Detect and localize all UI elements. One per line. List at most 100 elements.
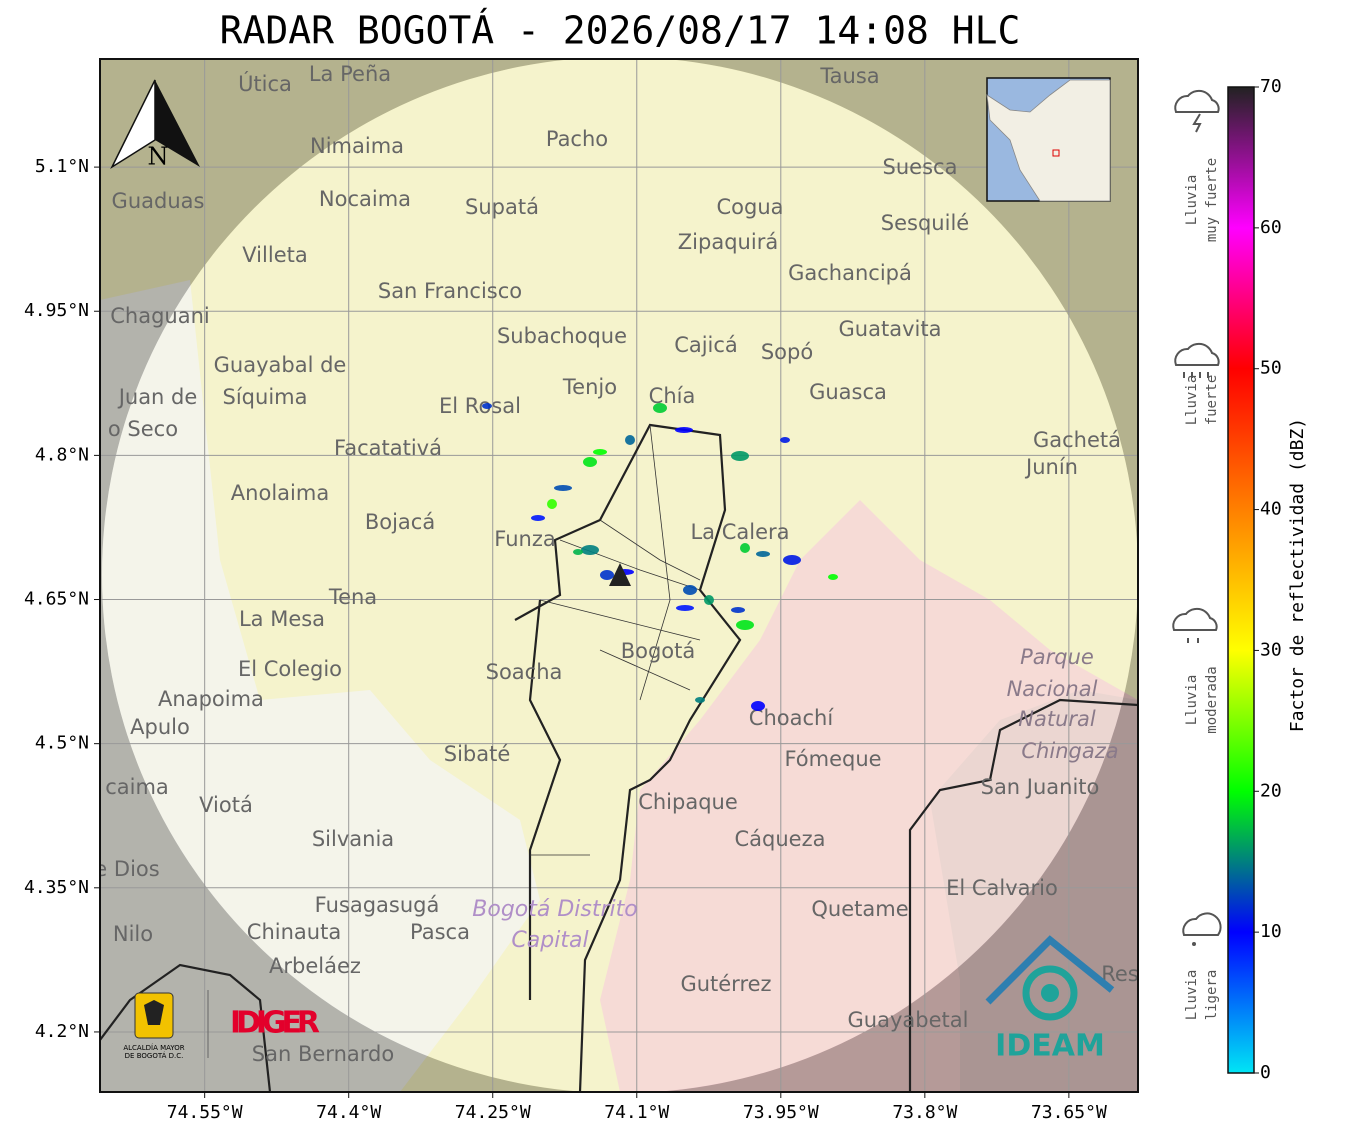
grid bbox=[100, 59, 1138, 1092]
place-label: Junín bbox=[1024, 455, 1078, 479]
rain-legend-text: Lluvia bbox=[1184, 375, 1200, 426]
rain-legend-text: Lluvia bbox=[1184, 970, 1200, 1021]
district-label: Capital bbox=[511, 928, 588, 953]
rain-legend-text: ligera bbox=[1204, 970, 1220, 1021]
place-label: Arbeláez bbox=[269, 954, 361, 978]
echo bbox=[780, 437, 790, 443]
echo bbox=[600, 570, 614, 580]
place-label: Cogua bbox=[716, 195, 783, 219]
x-tick-label: 73.8°W bbox=[892, 1102, 957, 1123]
y-tick-label: 4.2°N bbox=[35, 1021, 89, 1042]
place-label: Sopó bbox=[761, 340, 813, 364]
place-label: Viotá bbox=[199, 793, 253, 817]
echo bbox=[676, 605, 694, 611]
echo bbox=[482, 403, 492, 409]
icon-light-drop bbox=[1192, 942, 1196, 946]
place-label: Sesquilé bbox=[881, 211, 969, 235]
y-tick-label: 4.5°N bbox=[35, 733, 89, 754]
icon-light bbox=[1182, 912, 1222, 936]
place-label: Apulo bbox=[130, 715, 190, 739]
place-label: Tenjo bbox=[562, 375, 617, 399]
place-label: Fómeque bbox=[784, 747, 881, 771]
echo bbox=[736, 620, 754, 630]
place-label: Chinauta bbox=[247, 920, 341, 944]
title: RADAR BOGOTÁ - 2026/08/17 14:08 HLC bbox=[220, 9, 1021, 53]
place-label: Quetame bbox=[811, 897, 908, 921]
place-label: El Rosal bbox=[439, 394, 521, 418]
alcaldia-line2: DE BOGOTÁ D.C. bbox=[125, 1051, 184, 1060]
rain-legend-text: Lluvia bbox=[1184, 675, 1200, 726]
icon-heavy-drops bbox=[1183, 372, 1209, 378]
echo bbox=[531, 515, 545, 521]
place-label: Cáqueza bbox=[735, 827, 826, 851]
place-label: Subachoque bbox=[497, 324, 627, 348]
radar-echoes bbox=[482, 403, 838, 711]
ideam-roof bbox=[985, 935, 1115, 1005]
echo bbox=[731, 607, 745, 613]
rain-legend-text: muy fuerte bbox=[1204, 158, 1220, 242]
place-label: Guasca bbox=[809, 380, 887, 404]
place-label: La Peña bbox=[309, 62, 391, 86]
place-label: Juan de bbox=[117, 385, 198, 409]
colorbar-tick-label: 50 bbox=[1260, 358, 1282, 379]
place-label: Útica bbox=[238, 71, 292, 96]
place-label: Guayabetal bbox=[848, 1008, 969, 1032]
park-label: Natural bbox=[1018, 707, 1096, 731]
colorbar-tick-label: 60 bbox=[1260, 217, 1282, 238]
logo-ideam: IDEAM bbox=[985, 935, 1115, 1064]
place-label: Funza bbox=[494, 527, 555, 551]
place-label: Guatavita bbox=[839, 317, 942, 341]
echo bbox=[756, 551, 770, 557]
place-label: Sibaté bbox=[444, 742, 511, 766]
map-area: La Peña Útica Tausa Pacho Nimaima Guaduas Noca… bbox=[100, 59, 1138, 1092]
map-frame bbox=[99, 58, 1139, 1093]
ideam-logo: IDEAM bbox=[995, 1029, 1105, 1064]
compass-label: N bbox=[148, 143, 169, 171]
echo bbox=[740, 543, 750, 553]
x-tick-label: 73.95°W bbox=[743, 1102, 819, 1123]
echo bbox=[583, 457, 597, 467]
colorbar-tick-label: 10 bbox=[1260, 921, 1282, 942]
colorbar-tick-label: 70 bbox=[1260, 76, 1282, 97]
place-label: Bojacá bbox=[365, 510, 435, 534]
place-label: Tausa bbox=[819, 64, 879, 88]
place-label: Guaduas bbox=[112, 189, 205, 213]
place-label: Supatá bbox=[465, 195, 539, 219]
echo bbox=[554, 485, 572, 491]
echo bbox=[731, 451, 749, 461]
y-tick-label: 4.95°N bbox=[24, 300, 89, 321]
place-label: La Mesa bbox=[239, 607, 325, 631]
echo bbox=[547, 499, 557, 509]
place-label: El Calvario bbox=[946, 876, 1058, 900]
icon-moderate-drops bbox=[1187, 638, 1199, 643]
place-label: El Colegio bbox=[238, 657, 342, 681]
alcaldia-line1: ALCALDÍA MAYOR bbox=[123, 1043, 184, 1052]
place-label: Anolaima bbox=[231, 481, 329, 505]
rain-legend-text: fuerte bbox=[1204, 375, 1220, 426]
echo bbox=[653, 403, 667, 413]
park-label: Nacional bbox=[1007, 677, 1098, 701]
inset-land bbox=[986, 79, 1111, 202]
y-tick-label: 4.35°N bbox=[24, 877, 89, 898]
ideam-eye bbox=[1041, 984, 1059, 1002]
icon-bolt bbox=[1192, 113, 1202, 133]
inset-map bbox=[986, 77, 1111, 202]
icon-storm bbox=[1174, 89, 1220, 113]
place-label: Gachetá bbox=[1033, 428, 1121, 452]
x-tick-label: 74.25°W bbox=[455, 1102, 531, 1123]
place-label: Zipaquirá bbox=[678, 230, 778, 254]
place-label: San Francisco bbox=[378, 279, 522, 303]
place-label: Facatativá bbox=[334, 436, 442, 460]
echo bbox=[751, 701, 765, 711]
place-label: Soacha bbox=[486, 660, 563, 684]
place-label: Nimaima bbox=[310, 134, 404, 158]
ideam-swirl bbox=[1022, 965, 1078, 1021]
echo bbox=[695, 697, 705, 703]
rain-icons bbox=[1172, 89, 1222, 946]
place-label: caima bbox=[105, 775, 169, 799]
place-label: Choachí bbox=[749, 706, 835, 730]
lowland bbox=[100, 280, 540, 1092]
place-label: Anapoima bbox=[158, 687, 264, 711]
icon-moderate bbox=[1172, 607, 1218, 631]
place-label: Villeta bbox=[242, 243, 307, 267]
